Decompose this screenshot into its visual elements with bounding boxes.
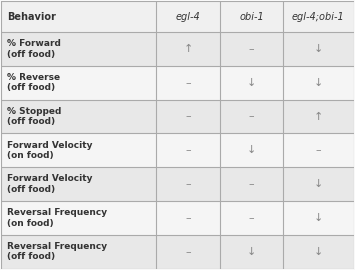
Bar [1, 167, 354, 201]
Bar [1, 201, 354, 235]
Text: –: – [248, 112, 254, 122]
Text: ↓: ↓ [314, 179, 323, 189]
Bar [1, 100, 354, 133]
Text: –: – [185, 247, 191, 257]
Text: % Reverse
(off food): % Reverse (off food) [7, 73, 60, 93]
Bar [1, 235, 354, 269]
Text: –: – [185, 145, 191, 155]
Text: –: – [248, 44, 254, 54]
Text: ↓: ↓ [247, 78, 256, 88]
Bar [1, 66, 354, 100]
Text: egl-4;obi-1: egl-4;obi-1 [292, 12, 345, 22]
Text: obi-1: obi-1 [239, 12, 264, 22]
Text: Reversal Frequency
(on food): Reversal Frequency (on food) [7, 208, 107, 228]
Text: ↓: ↓ [314, 44, 323, 54]
Text: –: – [316, 145, 321, 155]
Text: –: – [248, 213, 254, 223]
Text: Reversal Frequency
(off food): Reversal Frequency (off food) [7, 242, 107, 261]
Text: –: – [185, 213, 191, 223]
Text: –: – [185, 78, 191, 88]
Text: ↓: ↓ [314, 247, 323, 257]
Text: ↓: ↓ [314, 78, 323, 88]
Text: –: – [185, 112, 191, 122]
Bar [1, 133, 354, 167]
Text: % Stopped
(off food): % Stopped (off food) [7, 107, 61, 126]
Text: –: – [185, 179, 191, 189]
Text: Forward Velocity
(on food): Forward Velocity (on food) [7, 141, 92, 160]
Text: ↓: ↓ [314, 213, 323, 223]
Bar [1, 32, 354, 66]
Text: % Forward
(off food): % Forward (off food) [7, 39, 61, 59]
Text: Forward Velocity
(off food): Forward Velocity (off food) [7, 174, 92, 194]
Text: ↓: ↓ [247, 145, 256, 155]
Text: –: – [248, 179, 254, 189]
Text: ↓: ↓ [247, 247, 256, 257]
Text: egl-4: egl-4 [176, 12, 201, 22]
Text: ↑: ↑ [184, 44, 193, 54]
Text: Behavior: Behavior [7, 12, 55, 22]
Text: ↑: ↑ [314, 112, 323, 122]
Bar [1, 1, 354, 32]
